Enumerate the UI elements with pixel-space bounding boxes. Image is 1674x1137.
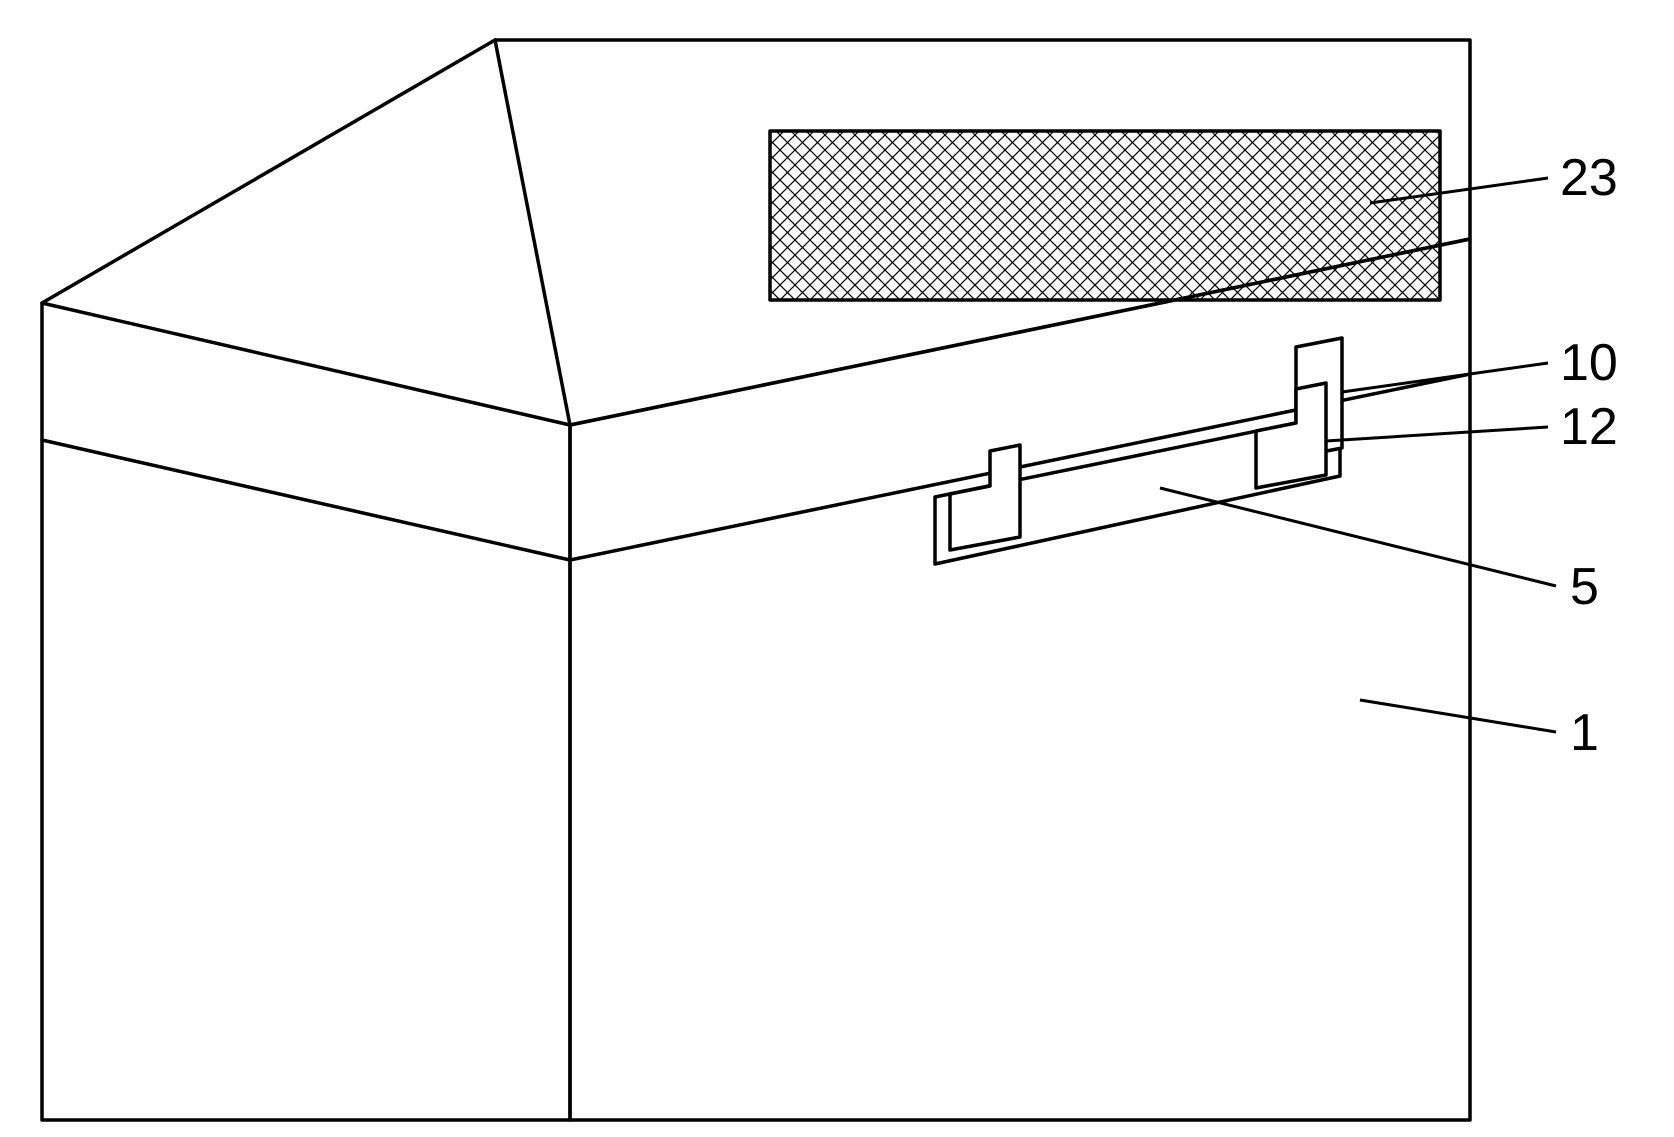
label-1: 1 — [1570, 704, 1599, 762]
label-12: 12 — [1560, 398, 1618, 456]
label-23: 23 — [1560, 149, 1618, 207]
lid-seam-left — [42, 440, 570, 560]
label-10: 10 — [1560, 334, 1618, 392]
lug-left — [950, 445, 1020, 550]
box-left-face — [42, 303, 570, 1120]
lug-right — [1256, 383, 1326, 488]
callout-labels: 1 5 10 12 23 — [1560, 149, 1618, 762]
mesh-vent-panel — [770, 131, 1440, 300]
leader-line-1 — [1360, 700, 1556, 732]
label-5: 5 — [1570, 558, 1599, 616]
box-top-back-left-edge — [42, 40, 495, 303]
leader-line-10 — [1342, 363, 1548, 392]
technical-diagram: 1 5 10 12 23 — [0, 0, 1674, 1137]
leader-line-5 — [1160, 488, 1556, 586]
leader-line-12 — [1326, 427, 1548, 441]
